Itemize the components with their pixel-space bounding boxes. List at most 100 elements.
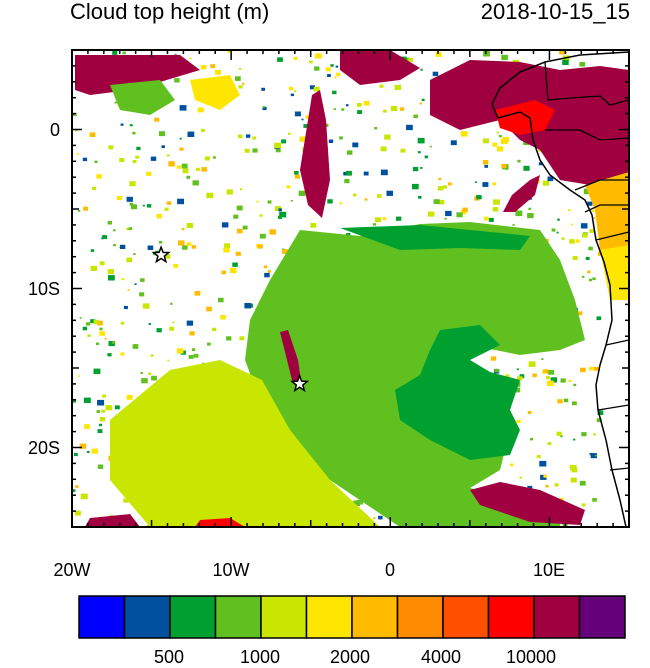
red-patch-south	[195, 518, 245, 527]
plot-title: Cloud top height (m)	[70, 0, 270, 24]
cloud-speckle	[158, 131, 165, 137]
cloud-speckle	[378, 515, 383, 520]
cloud-speckle	[201, 167, 207, 172]
cloud-speckle	[589, 452, 593, 456]
cloud-speckle	[235, 251, 241, 256]
cloud-speckle	[146, 204, 152, 208]
cloud-speckle	[442, 185, 448, 189]
cloud-speckle	[492, 207, 499, 212]
cloud-speckle	[136, 146, 141, 151]
cloud-speckle	[382, 217, 387, 221]
cloud-speckle	[543, 474, 547, 478]
cloud-speckle	[294, 90, 297, 93]
cloud-speckle	[363, 171, 369, 176]
cloud-speckle	[532, 373, 537, 378]
station-star-marker-1	[151, 244, 171, 264]
cloud-speckle	[519, 476, 522, 479]
cloud-speckle	[447, 182, 452, 186]
cloud-speckle	[516, 419, 521, 424]
cloud-speckle	[412, 166, 419, 172]
cloud-speckle	[374, 127, 378, 130]
cloud-speckle	[419, 102, 422, 105]
cloud-speckle	[75, 129, 78, 132]
cloud-speckle	[112, 50, 118, 55]
cloud-speckle	[580, 223, 588, 229]
cloud-speckle	[519, 374, 525, 379]
cloud-speckle	[74, 510, 81, 516]
cloud-speckle	[335, 65, 339, 68]
cloud-speckle	[179, 137, 182, 140]
cloud-speckle	[505, 168, 508, 170]
cloud-speckle	[259, 233, 266, 239]
cloud-speckle	[413, 114, 418, 119]
cloud-speckle	[390, 105, 398, 112]
cloud-speckle	[512, 224, 515, 226]
cloud-speckle	[353, 500, 361, 506]
cloud-speckle	[187, 131, 195, 137]
cloud-speckle	[186, 320, 194, 326]
cloud-speckle	[189, 57, 192, 60]
cloud-speckle	[72, 489, 76, 492]
cloud-speckle	[588, 246, 593, 251]
cloud-speckle	[386, 190, 393, 196]
cloud-speckle	[460, 209, 467, 215]
cloud-speckle	[343, 171, 348, 176]
cloud-speckle	[282, 249, 289, 254]
cloud-speckle	[204, 156, 210, 161]
cloud-speckle	[129, 202, 134, 206]
cloud-speckle	[182, 245, 188, 250]
cloud-speckle	[383, 109, 387, 113]
cloud-speckle	[589, 366, 594, 371]
cloud-speckle	[294, 111, 301, 117]
cloud-speckle	[573, 438, 576, 441]
cloud-speckle	[572, 256, 578, 260]
cloud-speckle	[339, 202, 342, 205]
cloud-speckle	[191, 348, 196, 351]
cloud-speckle	[269, 229, 276, 235]
cloud-speckle	[79, 443, 87, 449]
axis-ticks	[71, 49, 630, 528]
cloud-speckle	[294, 174, 300, 179]
cloud-speckle	[156, 328, 162, 333]
cloud-speckle	[132, 131, 136, 135]
cloud-speckle	[139, 292, 145, 297]
cloud-speckle	[164, 207, 169, 211]
cloud-speckle	[186, 223, 194, 229]
cloud-speckle	[523, 165, 530, 171]
cloud-speckle	[99, 261, 105, 266]
cloud-speckle	[547, 442, 552, 446]
cloud-speckle	[542, 369, 549, 374]
high-cloud-north	[75, 55, 200, 95]
cloud-speckle	[141, 378, 148, 384]
cloud-speckle	[592, 277, 596, 281]
cloud-speckle	[357, 110, 362, 114]
station-markers	[151, 244, 310, 393]
cloud-speckle	[363, 100, 370, 106]
colorbar-label-10000: 10000	[505, 647, 557, 667]
cloud-speckle	[135, 155, 140, 159]
cloud-speckle	[189, 331, 195, 336]
mid-cloud-land-yellow	[600, 245, 629, 300]
cloud-speckle	[456, 212, 463, 218]
cloud-speckle	[193, 353, 199, 358]
cloud-speckle	[186, 175, 191, 179]
cloud-speckle	[91, 448, 98, 454]
cloud-speckle	[72, 298, 75, 301]
cloud-speckle	[568, 379, 572, 382]
cloud-speckle	[93, 368, 101, 375]
cloud-speckle	[325, 67, 331, 72]
cloud-speckle	[496, 146, 504, 152]
cloud-speckle	[121, 278, 125, 281]
cloud-speckle	[314, 66, 320, 71]
cloud-speckle	[421, 98, 425, 101]
cloud-field	[72, 50, 629, 527]
cloud-speckle	[364, 198, 368, 201]
cloud-speckle	[328, 139, 334, 143]
cloud-speckle	[170, 302, 173, 305]
cloud-speckle	[596, 418, 602, 423]
cloud-speckle	[242, 225, 248, 230]
cloud-speckle	[201, 128, 205, 132]
cloud-speckle	[560, 378, 566, 383]
cloud-speckle	[597, 410, 604, 415]
